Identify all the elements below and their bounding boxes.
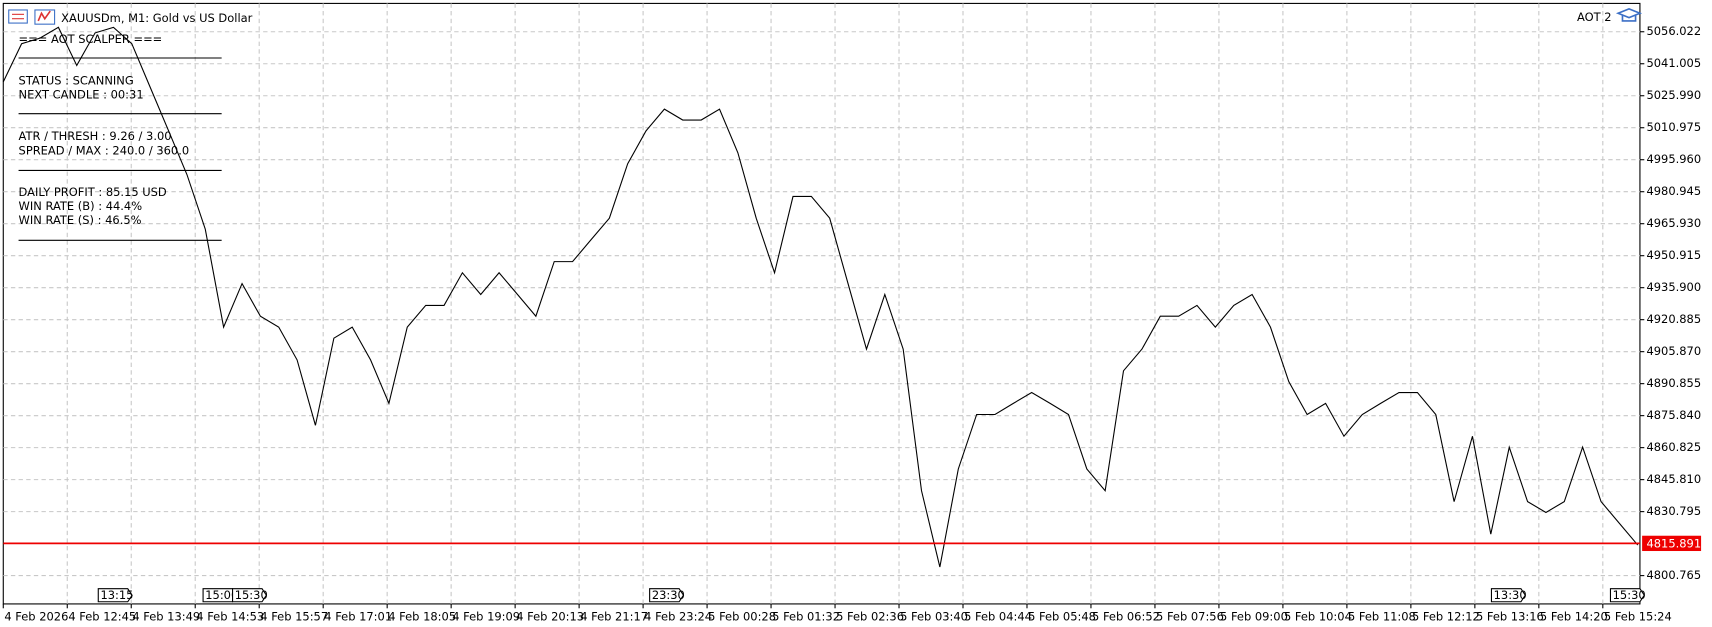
- time-marker-box: [1490, 588, 1526, 603]
- x-tick-label: 4 Feb 21:17: [580, 610, 648, 624]
- symbol-title: XAUUSDm, M1: Gold vs US Dollar: [61, 11, 253, 25]
- x-tick-label: 5 Feb 01:32: [772, 610, 840, 624]
- x-tick-label: 5 Feb 10:04: [1284, 610, 1352, 624]
- panel-line: ATR / THRESH : 9.26 / 3.00: [19, 129, 172, 143]
- x-tick-label: 4 Feb 14:53: [196, 610, 264, 624]
- y-tick-label: 4875.840: [1646, 408, 1701, 422]
- x-tick-label: 5 Feb 09:00: [1220, 610, 1288, 624]
- panel-line: WIN RATE (S) : 46.5%: [19, 213, 142, 227]
- y-tick-label: 4905.870: [1646, 344, 1701, 358]
- x-tick-label: 4 Feb 23:24: [644, 610, 712, 624]
- panel-line: SPREAD / MAX : 240.0 / 360.0: [19, 143, 190, 157]
- panel-line: DAILY PROFIT : 85.15 USD: [19, 185, 167, 199]
- x-tick-label: 4 Feb 20:13: [516, 610, 584, 624]
- x-tick-label: 4 Feb 13:49: [132, 610, 200, 624]
- y-tick-label: 4995.960: [1646, 152, 1701, 166]
- y-tick-label: 4965.930: [1646, 216, 1701, 230]
- x-tick-label: 5 Feb 00:28: [708, 610, 776, 624]
- expert-name: AOT 2: [1577, 10, 1612, 24]
- y-tick-label: 4890.855: [1646, 376, 1701, 390]
- x-tick-label: 5 Feb 02:36: [836, 610, 904, 624]
- panel-line: NEXT CANDLE : 00:31: [19, 88, 144, 102]
- y-tick-label: 4830.795: [1646, 504, 1701, 518]
- y-tick-label: 4950.915: [1646, 248, 1701, 262]
- grid: [3, 3, 1640, 604]
- y-tick-label: 4860.825: [1646, 440, 1701, 454]
- x-tick-label: 4 Feb 12:45: [68, 610, 136, 624]
- y-tick-label: 5041.005: [1646, 56, 1701, 70]
- price-line: [2, 26, 1639, 568]
- panel-title: === AOT SCALPER ===: [19, 32, 163, 46]
- time-marker: 13:30: [1494, 588, 1527, 602]
- y-tick-label: 4980.945: [1646, 184, 1701, 198]
- time-marker-box: [232, 588, 268, 603]
- x-tick-label: 5 Feb 14:20: [1540, 610, 1608, 624]
- x-tick-label: 4 Feb 18:05: [388, 610, 456, 624]
- time-marker: 13:15: [100, 588, 133, 602]
- current-price-box: [1642, 535, 1702, 552]
- header-icons[interactable]: [8, 9, 56, 25]
- x-tick-label: 5 Feb 03:40: [900, 610, 968, 624]
- menu-icon[interactable]: [8, 9, 28, 24]
- x-tick-label: 5 Feb 11:08: [1348, 610, 1416, 624]
- time-marker-box: [1609, 588, 1645, 603]
- expert-icon[interactable]: [1615, 7, 1643, 22]
- current-price-label: 4815.891: [1646, 536, 1701, 550]
- time-marker: 23:30: [652, 588, 685, 602]
- x-tick-label: 5 Feb 04:44: [964, 610, 1032, 624]
- y-tick-label: 5025.990: [1646, 88, 1701, 102]
- x-tick-label: 5 Feb 12:12: [1412, 610, 1480, 624]
- x-tick-label: 4 Feb 2026: [4, 610, 68, 624]
- time-marker: 15:30: [1613, 588, 1646, 602]
- plot-frame: [2, 2, 1641, 605]
- y-tick-label: 4935.900: [1646, 280, 1701, 294]
- x-tick-label: 5 Feb 15:24: [1604, 610, 1672, 624]
- time-marker-box: [649, 588, 685, 603]
- x-tick-label: 4 Feb 19:09: [452, 610, 520, 624]
- icon-line: [37, 10, 51, 22]
- panel-line: STATUS : SCANNING: [19, 73, 134, 87]
- y-tick-label: 4800.765: [1646, 568, 1701, 582]
- y-tick-label: 4845.810: [1646, 472, 1701, 486]
- x-tick-label: 5 Feb 06:52: [1092, 610, 1160, 624]
- time-marker: 15:30: [235, 588, 268, 602]
- time-marker-box: [97, 588, 133, 603]
- x-tick-label: 5 Feb 13:16: [1476, 610, 1544, 624]
- panel-line: WIN RATE (B) : 44.4%: [19, 199, 143, 213]
- y-tick-label: 4920.885: [1646, 312, 1701, 326]
- y-tick-label: 5010.975: [1646, 120, 1701, 134]
- x-tick-label: 4 Feb 15:57: [260, 610, 328, 624]
- y-tick-label: 5056.022: [1646, 24, 1701, 38]
- time-marker: 15:00: [205, 588, 238, 602]
- x-tick-label: 5 Feb 07:56: [1156, 610, 1224, 624]
- chart-icon[interactable]: [34, 9, 56, 25]
- x-tick-label: 5 Feb 05:48: [1028, 610, 1096, 624]
- x-tick-label: 4 Feb 17:01: [324, 610, 392, 624]
